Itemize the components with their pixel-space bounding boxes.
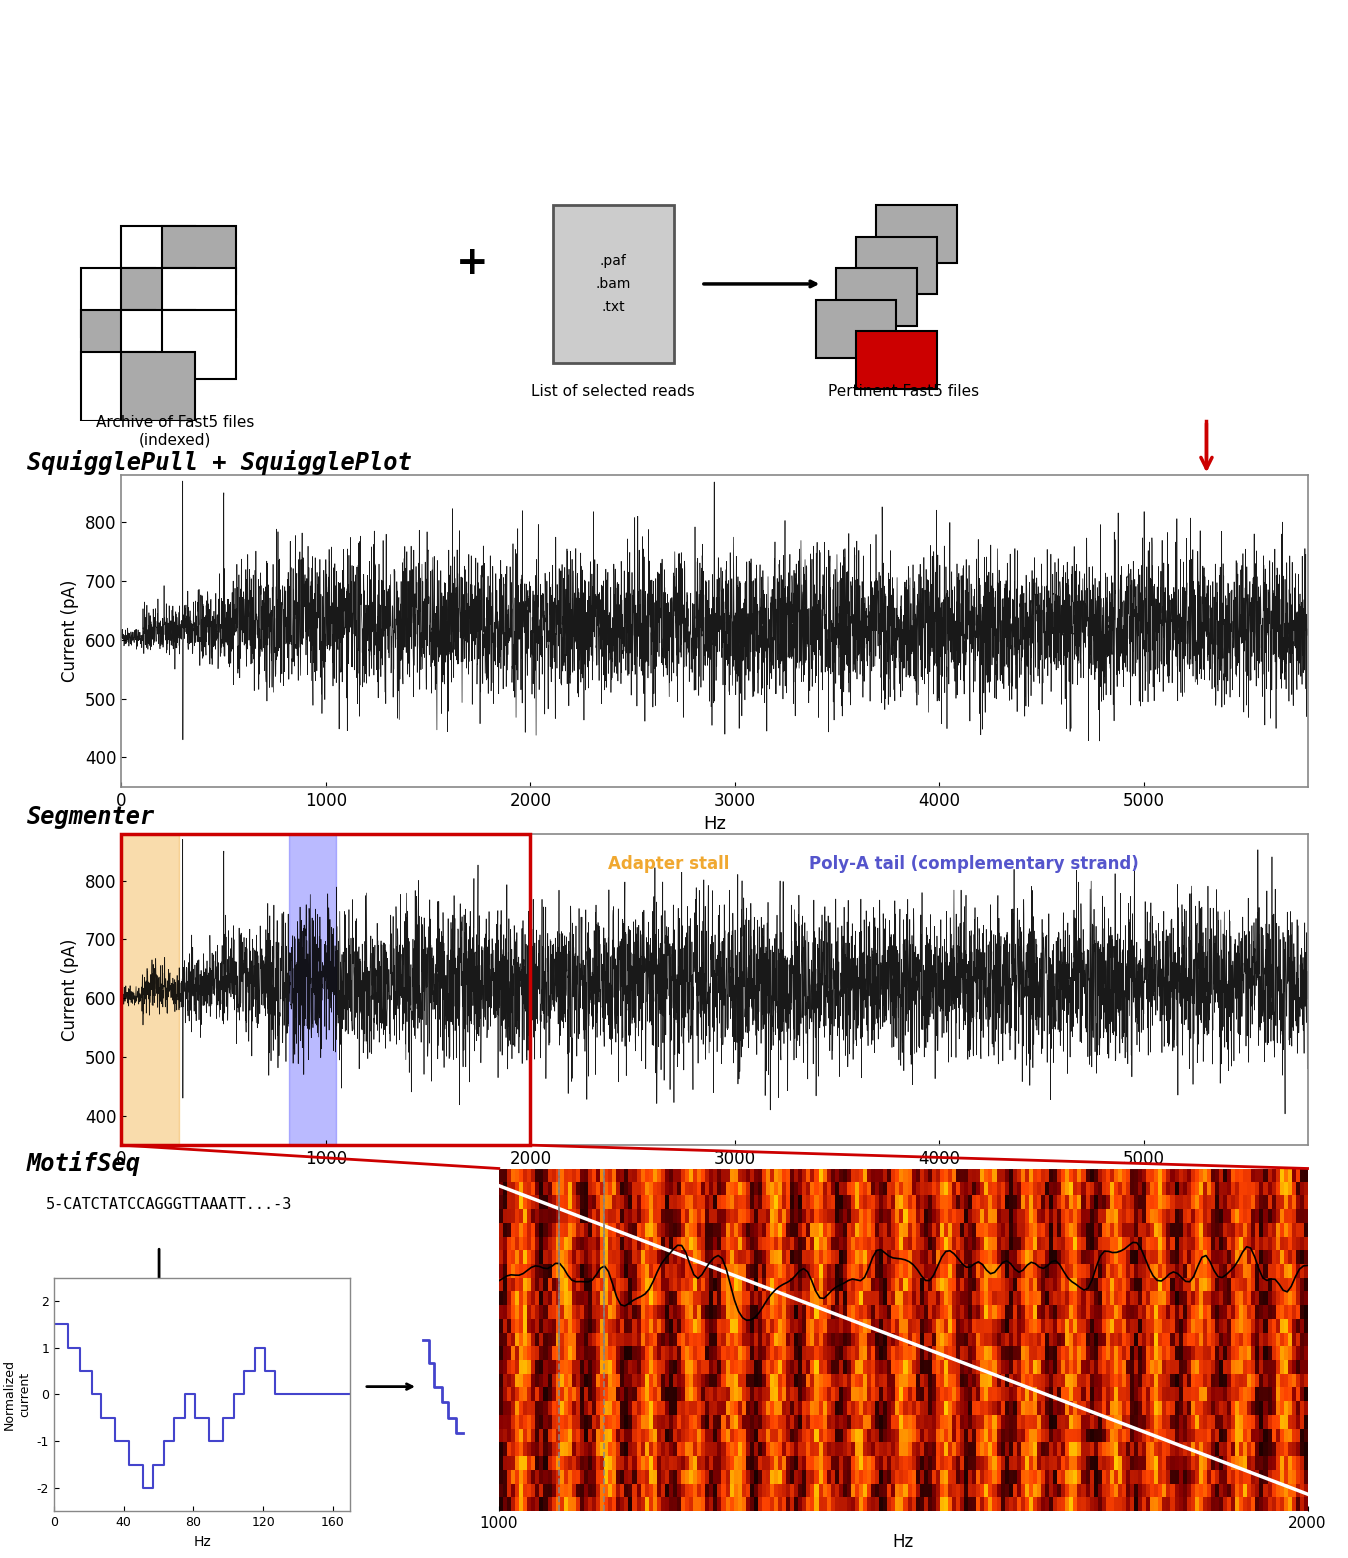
Bar [856,237,937,294]
Text: Archive of Fast5 files
(indexed): Archive of Fast5 files (indexed) [96,416,255,447]
Bar [121,834,178,1145]
Text: SquigglePull + SquigglePlot: SquigglePull + SquigglePlot [27,450,411,475]
Text: MotifSeq: MotifSeq [27,1151,142,1176]
Bar [121,226,195,294]
Bar [81,310,155,379]
Bar [121,310,195,379]
Bar [162,268,236,337]
Bar [81,268,155,337]
Bar [162,310,236,379]
Text: Adapter stall: Adapter stall [608,855,729,874]
Y-axis label: Normalized
current: Normalized current [3,1359,31,1430]
Text: Poly-A tail (complementary strand): Poly-A tail (complementary strand) [809,855,1139,874]
Text: Pertinent Fast5 files: Pertinent Fast5 files [828,383,979,399]
Text: Segmenter: Segmenter [27,805,155,829]
X-axis label: Hz: Hz [892,1533,914,1550]
Bar [81,352,155,421]
Bar [162,226,236,294]
Text: +: + [456,245,488,282]
X-axis label: Hz: Hz [193,1535,212,1549]
Text: 5-CATCTATCCAGGGTTAAATT...-3: 5-CATCTATCCAGGGTTAAATT...-3 [46,1197,293,1212]
Bar [876,206,957,263]
Y-axis label: Current (pA): Current (pA) [62,938,80,1041]
Bar [288,834,336,1145]
Bar [836,268,917,326]
Bar [816,299,896,358]
Text: List of selected reads: List of selected reads [531,383,696,399]
FancyBboxPatch shape [553,206,674,363]
Y-axis label: Current (pA): Current (pA) [62,580,80,682]
X-axis label: Hz: Hz [704,815,725,834]
Text: .paf
.bam
.txt: .paf .bam .txt [596,254,631,313]
Bar [121,268,195,337]
X-axis label: Hz: Hz [704,1173,725,1192]
Bar [856,332,937,390]
Bar [121,352,195,421]
